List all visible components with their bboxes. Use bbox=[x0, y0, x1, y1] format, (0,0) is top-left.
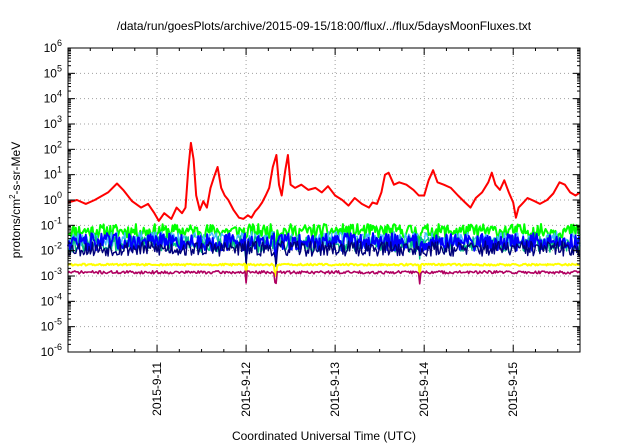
y-tick-label: 106 bbox=[44, 38, 62, 55]
y-tick-label-sup: -6 bbox=[54, 342, 62, 352]
y-tick-label: 10-2 bbox=[41, 241, 62, 258]
y-tick-label-sup: -2 bbox=[54, 241, 62, 251]
x-tick-label: 2015-9-13 bbox=[328, 362, 342, 417]
y-tick-label-base: 10 bbox=[44, 117, 58, 131]
y-tick-label-sup: -5 bbox=[54, 317, 62, 327]
y-tick-label-base: 10 bbox=[41, 244, 55, 258]
y-tick-label: 105 bbox=[44, 63, 62, 80]
y-tick-label-sup: 3 bbox=[57, 114, 62, 124]
grid-lines bbox=[68, 48, 580, 352]
series-line-7 bbox=[67, 262, 581, 278]
x-tick-labels: 2015-9-11 2015-9-12 2015-9-13 2015-9-14 2015… bbox=[150, 362, 520, 417]
y-tick-label: 104 bbox=[44, 89, 62, 106]
y-tick-label-base: 10 bbox=[44, 41, 58, 55]
y-tick-label-base: 10 bbox=[41, 320, 55, 334]
y-tick-label-sup: -1 bbox=[54, 215, 62, 225]
y-tick-label-sup: -4 bbox=[54, 291, 62, 301]
chart-title: /data/run/goesPlots/archive/2015-09-15/1… bbox=[117, 19, 532, 33]
y-tick-label: 101 bbox=[44, 165, 62, 182]
x-tick-label: 2015-9-12 bbox=[239, 362, 253, 417]
y-axis-label: protons/cm2-s-sr-MeV bbox=[8, 142, 23, 258]
y-tick-label-base: 10 bbox=[44, 168, 58, 182]
y-tick-label-sup: 0 bbox=[57, 190, 62, 200]
series-line-2 bbox=[67, 223, 581, 251]
y-tick-label-base: 10 bbox=[44, 142, 58, 156]
y-tick-label: 10-5 bbox=[41, 317, 62, 334]
y-tick-label-base: 10 bbox=[41, 269, 55, 283]
y-tick-label: 10-3 bbox=[41, 266, 62, 283]
tick-marks bbox=[67, 47, 581, 353]
y-tick-label: 10-1 bbox=[41, 215, 62, 232]
y-tick-label-sup: 2 bbox=[57, 139, 62, 149]
y-tick-label: 103 bbox=[44, 114, 62, 131]
y-axis-label-rest: -s-sr-MeV bbox=[9, 142, 23, 195]
y-tick-label-base: 10 bbox=[41, 294, 55, 308]
x-tick-label: 2015-9-14 bbox=[417, 362, 431, 417]
y-tick-label-sup: -3 bbox=[54, 266, 62, 276]
y-tick-labels: 10-610-510-410-310-210-11001011021031041… bbox=[41, 38, 62, 359]
y-tick-label-sup: 6 bbox=[57, 38, 62, 48]
y-tick-label-sup: 4 bbox=[57, 89, 62, 99]
x-axis-label: Coordinated Universal Time (UTC) bbox=[232, 429, 416, 443]
y-tick-label-sup: 1 bbox=[57, 165, 62, 175]
series-group bbox=[67, 141, 581, 285]
y-tick-label-sup: 5 bbox=[57, 63, 62, 73]
y-tick-label-base: 10 bbox=[44, 193, 58, 207]
y-tick-label: 100 bbox=[44, 190, 62, 207]
series-line-6 bbox=[67, 240, 581, 268]
y-tick-label: 10-6 bbox=[41, 342, 62, 359]
y-tick-label-base: 10 bbox=[41, 345, 55, 359]
y-tick-label-base: 10 bbox=[44, 92, 58, 106]
series-line-8 bbox=[67, 270, 581, 285]
y-tick-label-base: 10 bbox=[41, 218, 55, 232]
x-tick-label: 2015-9-11 bbox=[150, 362, 164, 416]
y-tick-label: 10-4 bbox=[41, 291, 62, 308]
y-tick-label-base: 10 bbox=[44, 66, 58, 80]
y-axis-label-base: protons/cm bbox=[9, 199, 23, 258]
y-tick-label: 102 bbox=[44, 139, 62, 156]
y-axis-label-sup: 2 bbox=[8, 194, 17, 199]
series-line-1 bbox=[67, 141, 581, 222]
x-tick-label: 2015-9-15 bbox=[506, 362, 520, 417]
